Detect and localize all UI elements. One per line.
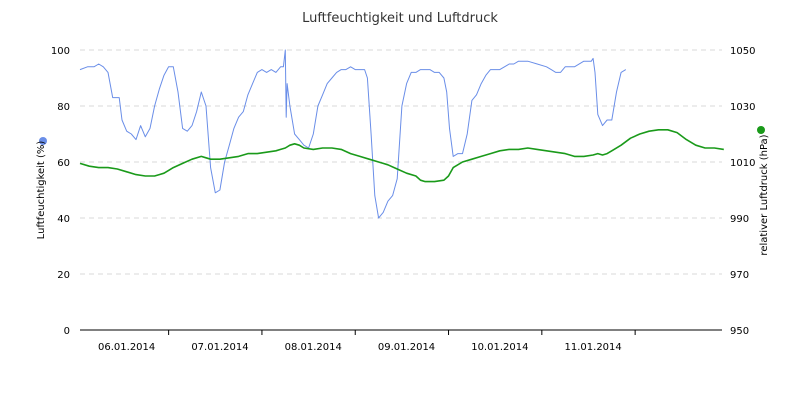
right-tick-label: 950	[730, 326, 749, 337]
left-tick-label: 0	[64, 326, 70, 337]
right-tick-label: 990	[730, 214, 749, 225]
series-layer	[79, 49, 724, 219]
x-tick-label: 06.01.2014	[98, 342, 155, 353]
left-tick-label: 20	[57, 270, 70, 281]
left-tick-label: 40	[57, 214, 70, 225]
right-axis-legend-dot	[757, 126, 765, 134]
right-tick-label: 1030	[730, 102, 755, 113]
x-tick-label: 09.01.2014	[378, 342, 435, 353]
left-tick-label: 60	[57, 158, 70, 169]
x-tick-label: 07.01.2014	[191, 342, 248, 353]
left-tick-label: 100	[51, 46, 70, 57]
right-tick-label: 1010	[730, 158, 755, 169]
left-axis: 0 20 40 60 80 100	[51, 46, 70, 337]
right-axis: 950 970 990 1010 1030 1050	[730, 46, 755, 337]
right-tick-label: 970	[730, 270, 749, 281]
series-pressure-line	[79, 129, 724, 183]
x-tick-label: 11.01.2014	[565, 342, 622, 353]
left-tick-label: 80	[57, 102, 70, 113]
series-humidity-line	[79, 49, 627, 219]
x-tick-label: 10.01.2014	[471, 342, 528, 353]
grid	[80, 49, 722, 275]
x-tick-label: 08.01.2014	[285, 342, 342, 353]
left-axis-title: Luftfeuchtigkeit (%)	[36, 141, 47, 240]
x-axis: 06.01.2014 07.01.2014 08.01.2014 09.01.2014…	[80, 329, 722, 353]
left-axis-legend-dot	[39, 137, 47, 145]
chart-title: Luftfeuchtigkeit und Luftdruck	[302, 11, 498, 26]
right-tick-label: 1050	[730, 46, 755, 57]
right-axis-title: relativer Luftdruck (hPa)	[759, 134, 770, 255]
